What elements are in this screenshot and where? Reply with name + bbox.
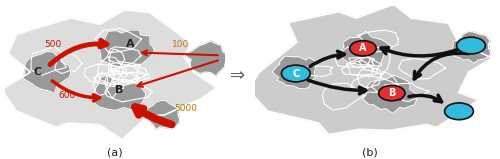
Circle shape: [444, 103, 474, 120]
Polygon shape: [92, 75, 146, 111]
Circle shape: [456, 37, 486, 54]
Text: 100: 100: [172, 40, 190, 49]
Polygon shape: [99, 30, 154, 67]
Text: C: C: [292, 69, 300, 79]
Polygon shape: [362, 75, 418, 114]
Polygon shape: [22, 51, 70, 94]
Text: ⇒: ⇒: [230, 67, 245, 85]
Text: B: B: [115, 85, 124, 95]
Text: C: C: [34, 67, 42, 77]
Polygon shape: [248, 4, 492, 135]
Polygon shape: [184, 41, 228, 76]
Circle shape: [282, 65, 310, 82]
Text: B: B: [388, 88, 396, 98]
Text: 5000: 5000: [174, 104, 197, 113]
Polygon shape: [272, 56, 316, 89]
Polygon shape: [450, 31, 490, 63]
Text: (b): (b): [362, 147, 378, 157]
Polygon shape: [338, 31, 390, 66]
Text: 500: 500: [45, 40, 62, 49]
Text: (a): (a): [107, 147, 123, 157]
Text: 600: 600: [58, 91, 75, 100]
Circle shape: [350, 41, 376, 56]
Text: A: A: [359, 43, 367, 53]
Polygon shape: [145, 100, 182, 129]
Text: A: A: [126, 39, 134, 49]
Circle shape: [378, 85, 405, 101]
Polygon shape: [2, 10, 216, 139]
